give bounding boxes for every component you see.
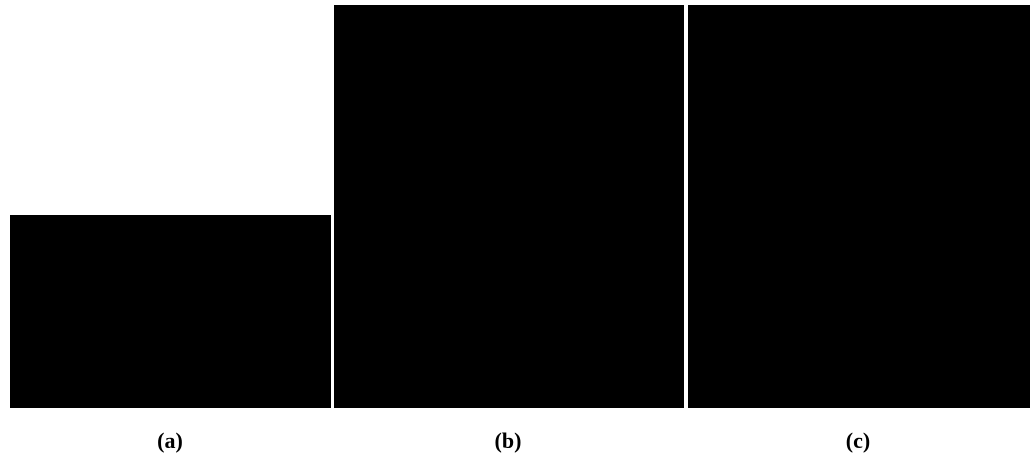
- figure-page: (a) (b) (c) (() => { const data = JSON.p…: [0, 0, 1032, 458]
- panel-image-c: [688, 5, 1030, 408]
- panel-label: (a): [157, 428, 183, 454]
- panel-label: (c): [846, 428, 870, 454]
- panel-image-a: [10, 215, 331, 408]
- panel-image-b: [334, 5, 684, 408]
- panel-label: (b): [495, 428, 522, 454]
